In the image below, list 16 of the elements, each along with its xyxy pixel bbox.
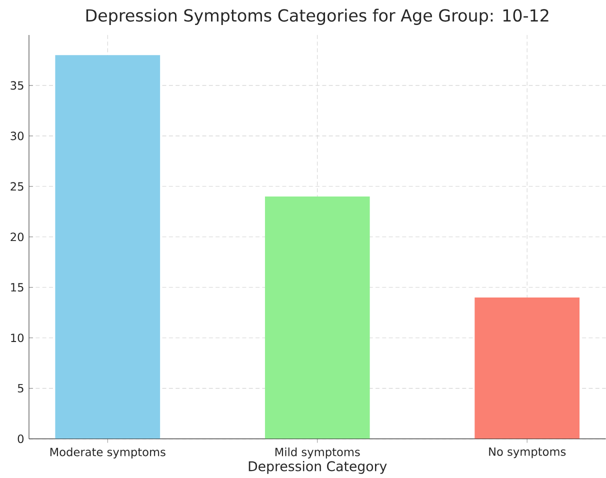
chart-title: Depression Symptoms Categories for Age Group: 10-12	[86, 8, 548, 25]
y-tick-label: 10	[11, 333, 24, 342]
y-tick-label: 5	[18, 384, 24, 392]
y-tick-label: 20	[10, 232, 24, 242]
x-tick-label: No symptoms	[489, 447, 566, 458]
y-tick-label: 25	[10, 182, 24, 191]
x-tick-label: Mild symptoms	[275, 447, 360, 458]
bar	[264, 196, 370, 439]
y-tick-label: 30	[10, 132, 24, 140]
y-tick-label: 0	[18, 434, 24, 443]
x-tick-label: Moderate symptoms	[50, 447, 166, 458]
x-axis-title: Depression Category	[248, 460, 387, 474]
y-tick-label: 15	[11, 283, 24, 292]
bar	[474, 297, 580, 439]
y-tick-label: 35	[10, 81, 24, 90]
bar	[55, 55, 160, 439]
